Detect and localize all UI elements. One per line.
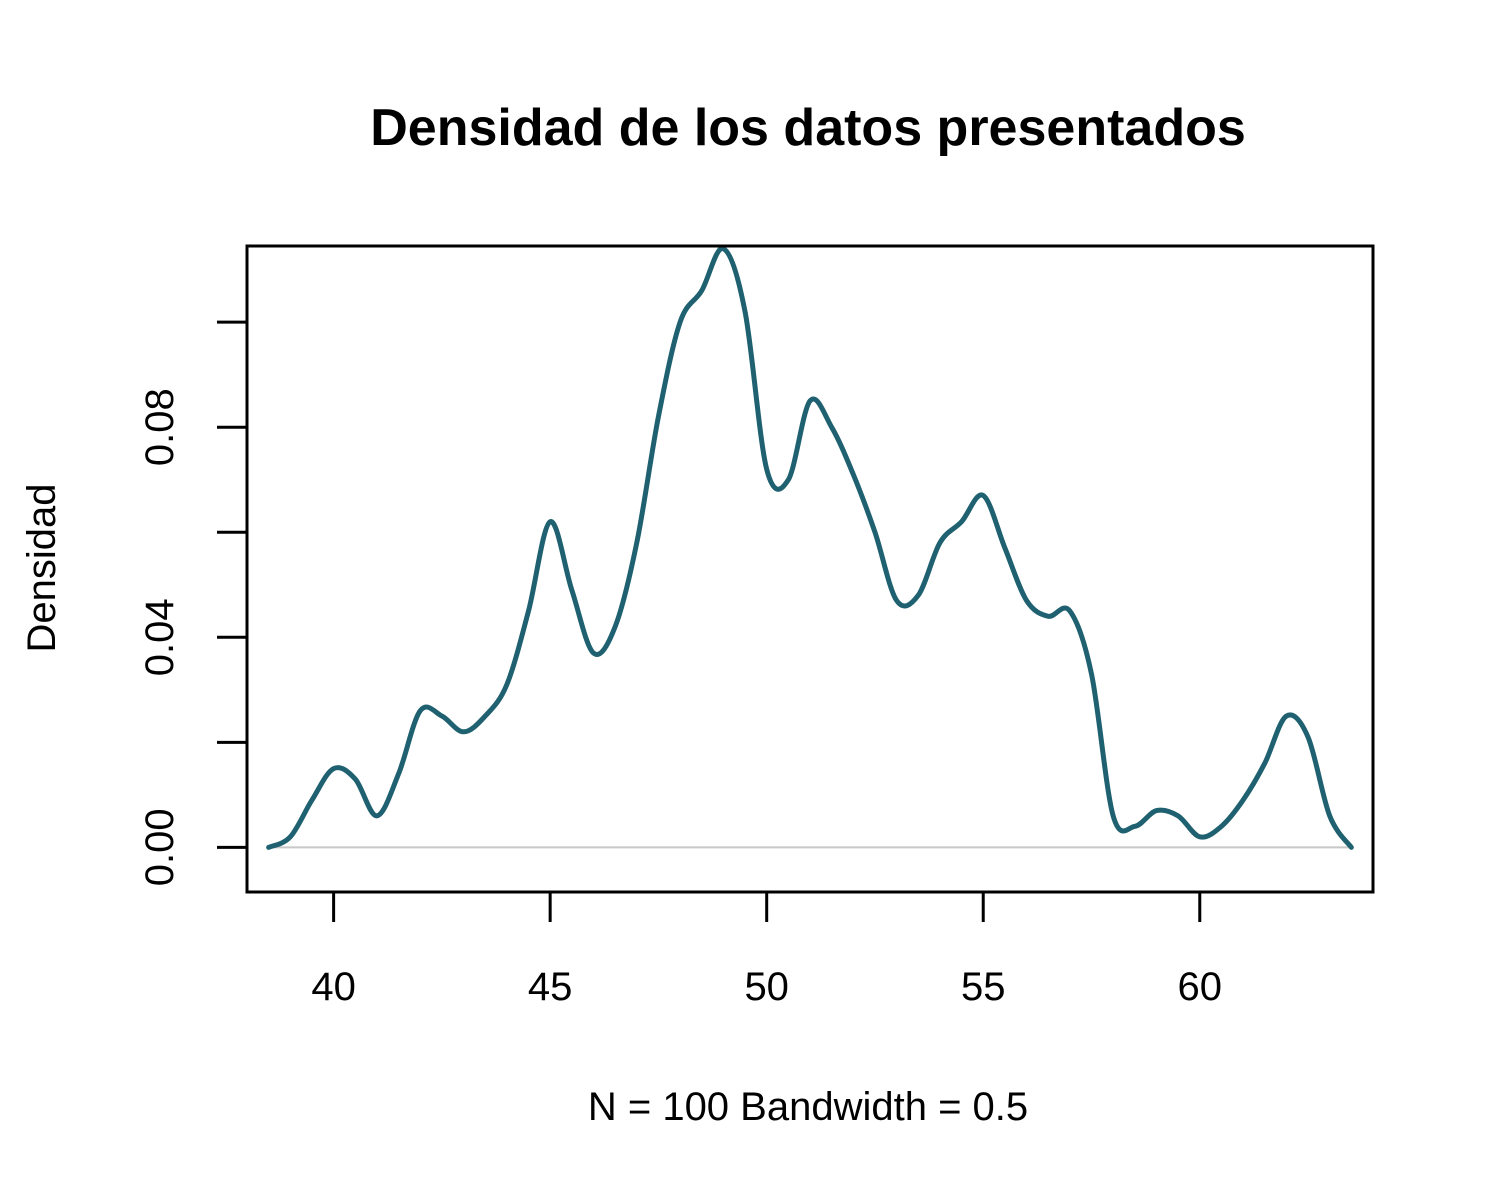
y-tick-label: 0.04: [138, 598, 182, 676]
density-line: [266, 246, 1354, 850]
x-tick-label: 40: [311, 965, 356, 1009]
chart-title: Densidad de los datos presentados: [370, 99, 1246, 157]
x-axis: 40 45 50 55 60: [311, 890, 1223, 1009]
x-tick-label: 50: [744, 965, 789, 1009]
y-axis: 0.00 0.04 0.08: [138, 320, 249, 886]
y-tick-label: 0.08: [138, 388, 182, 466]
density-series-line-0: [266, 246, 1354, 850]
x-tick-label: 60: [1178, 965, 1223, 1009]
y-axis-label: Densidad: [20, 483, 64, 652]
x-tick-label: 55: [961, 965, 1006, 1009]
x-axis-label: N = 100 Bandwidth = 0.5: [588, 1085, 1028, 1129]
x-tick-label: 45: [528, 965, 573, 1009]
y-tick-label: 0.00: [138, 808, 182, 886]
plot-frame: [245, 244, 1375, 894]
